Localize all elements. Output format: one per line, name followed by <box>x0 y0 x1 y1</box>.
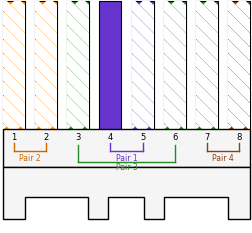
Text: 1: 1 <box>11 134 17 143</box>
Text: 7: 7 <box>203 134 209 143</box>
Text: 3: 3 <box>75 134 81 143</box>
Bar <box>3 1 25 130</box>
Text: Pair 2: Pair 2 <box>19 154 41 163</box>
Text: 4: 4 <box>107 134 113 143</box>
Text: Pair 3: Pair 3 <box>115 163 137 172</box>
Bar <box>67 1 89 130</box>
Text: 5: 5 <box>139 134 145 143</box>
Text: 8: 8 <box>235 134 241 143</box>
Bar <box>35 1 57 130</box>
Text: 6: 6 <box>171 134 177 143</box>
Text: Pair 4: Pair 4 <box>211 154 233 163</box>
Bar <box>227 1 249 130</box>
Bar <box>163 1 185 130</box>
Bar <box>99 1 121 130</box>
Bar <box>3 129 249 167</box>
Bar <box>195 1 217 130</box>
Text: 2: 2 <box>43 134 49 143</box>
Text: Pair 1: Pair 1 <box>115 154 137 163</box>
Bar <box>131 1 153 130</box>
Polygon shape <box>3 167 249 219</box>
